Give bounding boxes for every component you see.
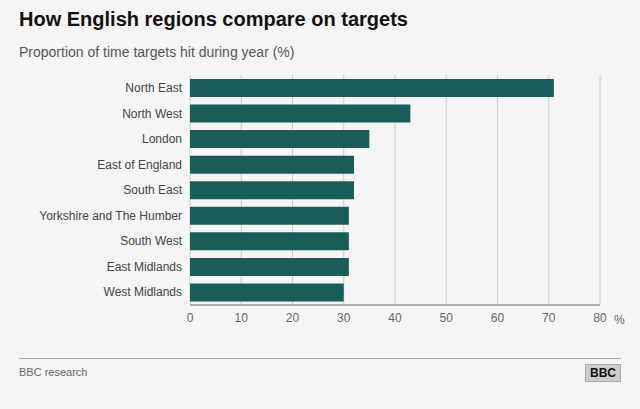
- svg-text:South West: South West: [120, 234, 182, 248]
- svg-text:South East: South East: [123, 183, 182, 197]
- svg-text:20: 20: [286, 311, 300, 325]
- svg-text:10: 10: [235, 311, 249, 325]
- svg-text:0: 0: [187, 311, 194, 325]
- html-text:BBC research: BBC research: [19, 366, 88, 378]
- svg-text:West Midlands: West Midlands: [104, 285, 182, 299]
- svg-text:70: 70: [542, 311, 556, 325]
- html-text:BBC: BBC: [590, 366, 616, 380]
- svg-text:Yorkshire and The Humber: Yorkshire and The Humber: [39, 209, 182, 223]
- svg-text:30: 30: [337, 311, 351, 325]
- svg-text:North West: North West: [122, 107, 182, 121]
- svg-text:North East: North East: [125, 81, 182, 95]
- html-text:How English regions compare on: How English regions compare on targets: [19, 8, 408, 30]
- svg-text:East of England: East of England: [97, 158, 182, 172]
- svg-text:50: 50: [440, 311, 454, 325]
- svg-text:East Midlands: East Midlands: [107, 260, 182, 274]
- html-text:Proportion of time targets hit: Proportion of time targets hit during ye…: [19, 44, 295, 60]
- svg-text:%: %: [614, 313, 625, 327]
- svg-text:80: 80: [593, 311, 607, 325]
- svg-text:London: London: [142, 132, 182, 146]
- svg-text:40: 40: [388, 311, 402, 325]
- svg-text:60: 60: [491, 311, 505, 325]
